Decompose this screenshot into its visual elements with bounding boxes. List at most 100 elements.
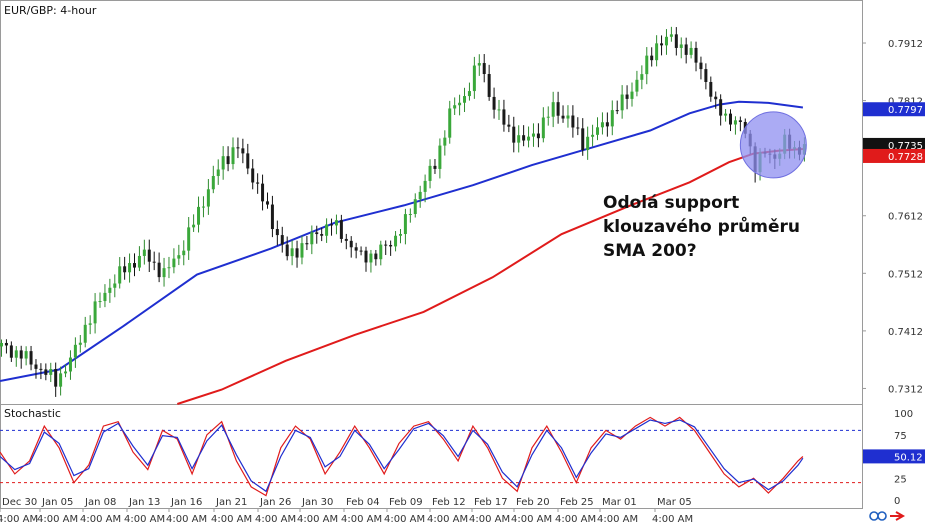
- candle-body: [162, 268, 166, 278]
- candle-body: [103, 292, 107, 302]
- candle-body: [694, 47, 698, 63]
- candle-body: [448, 108, 452, 138]
- candle-body: [605, 122, 609, 127]
- stochastic-title: Stochastic: [4, 407, 61, 420]
- candle-body: [128, 263, 132, 273]
- candle-body: [620, 94, 624, 111]
- candle-body: [733, 120, 737, 125]
- annotation-line-3: SMA 200?: [603, 241, 697, 261]
- candle-body: [280, 235, 284, 245]
- price-badge-label: 0.7797: [888, 105, 923, 116]
- candle-body: [660, 43, 664, 46]
- candle-body: [374, 253, 378, 260]
- date-tick-label: Jan 16: [170, 497, 202, 508]
- candle-body: [64, 371, 68, 374]
- date-tick-label: Feb 04: [346, 497, 380, 508]
- candle-body: [14, 350, 18, 358]
- candle-body: [438, 145, 442, 169]
- candle-body: [241, 148, 245, 154]
- candle-body: [226, 156, 230, 165]
- stochastic-value-badge: [863, 449, 925, 464]
- candle-body: [157, 262, 161, 278]
- candle-body: [566, 115, 570, 119]
- stochastic-y-axis: 100755025050.12: [863, 409, 925, 507]
- link-icon[interactable]: [869, 511, 887, 521]
- time-tick-label: 4:00 AM: [511, 514, 552, 525]
- stochastic-line: [0, 416, 804, 497]
- candle-body: [472, 65, 476, 92]
- candle-body: [147, 249, 151, 262]
- arrow-right-icon[interactable]: [890, 511, 906, 521]
- date-tick-label: Jan 26: [259, 497, 291, 508]
- candle-body: [68, 357, 72, 372]
- candle-body: [320, 234, 324, 236]
- candle-body: [359, 250, 363, 252]
- candle-body: [679, 44, 683, 48]
- price-badge: [863, 148, 925, 163]
- candle-body: [640, 74, 644, 80]
- candle-body: [167, 267, 171, 269]
- candle-body: [709, 81, 713, 97]
- candle-body: [172, 258, 176, 268]
- candle-body: [630, 91, 634, 99]
- candle-body: [482, 63, 486, 75]
- candle-body: [24, 351, 28, 359]
- candle-body: [83, 324, 87, 343]
- candle-body: [197, 206, 201, 225]
- candle-body: [310, 232, 314, 245]
- candle-body: [369, 253, 373, 263]
- date-tick-label: Feb 25: [560, 497, 594, 508]
- candle-body: [137, 255, 141, 268]
- date-tick-label: Mar 05: [657, 497, 692, 508]
- candle-body: [39, 368, 43, 370]
- candle-body: [59, 373, 63, 387]
- candle-body: [610, 110, 614, 127]
- sma-line: [0, 100, 804, 382]
- candle-body: [487, 74, 491, 97]
- candle-body: [290, 248, 294, 257]
- candle-body: [265, 201, 269, 205]
- candle-body: [275, 229, 279, 236]
- time-tick-label: 4:00 AM: [297, 514, 338, 525]
- candle-body: [88, 323, 92, 325]
- candle-body: [719, 99, 723, 116]
- candle-body: [492, 96, 496, 110]
- candle-body: [330, 224, 334, 226]
- candle-body: [364, 250, 368, 263]
- candle-body: [546, 116, 550, 118]
- candle-body: [729, 113, 733, 125]
- candle-body: [231, 147, 235, 165]
- date-tick-label: Feb 20: [516, 497, 550, 508]
- candle-body: [433, 165, 437, 169]
- candle-body: [596, 127, 600, 135]
- date-tick-label: Jan 30: [301, 497, 333, 508]
- candle-body: [615, 110, 619, 112]
- time-tick-label: 4:00 AM: [255, 514, 296, 525]
- stochastic-tick-label: 100: [894, 409, 913, 420]
- candle-body: [211, 176, 215, 190]
- candle-body: [423, 180, 427, 192]
- candle-body: [334, 220, 338, 226]
- price-badge: [863, 102, 925, 117]
- candle-body: [398, 234, 402, 236]
- candle-body: [261, 183, 265, 202]
- time-tick-label: 4:00 AM: [166, 514, 207, 525]
- candle-body: [49, 369, 53, 375]
- candle-body: [0, 342, 3, 347]
- candle-body: [73, 344, 77, 358]
- candle-body: [19, 350, 23, 359]
- price-tick-label: 0.7312: [888, 384, 923, 395]
- candle-body: [384, 244, 388, 246]
- candle-body: [551, 102, 555, 117]
- date-tick-label: Jan 21: [215, 497, 247, 508]
- candle-body: [531, 133, 535, 137]
- candle-body: [600, 122, 604, 128]
- candle-body: [201, 206, 205, 208]
- candle-body: [251, 168, 255, 183]
- stochastic-tick-label: 25: [894, 474, 907, 485]
- candle-body: [9, 345, 13, 358]
- candle-body: [507, 124, 511, 127]
